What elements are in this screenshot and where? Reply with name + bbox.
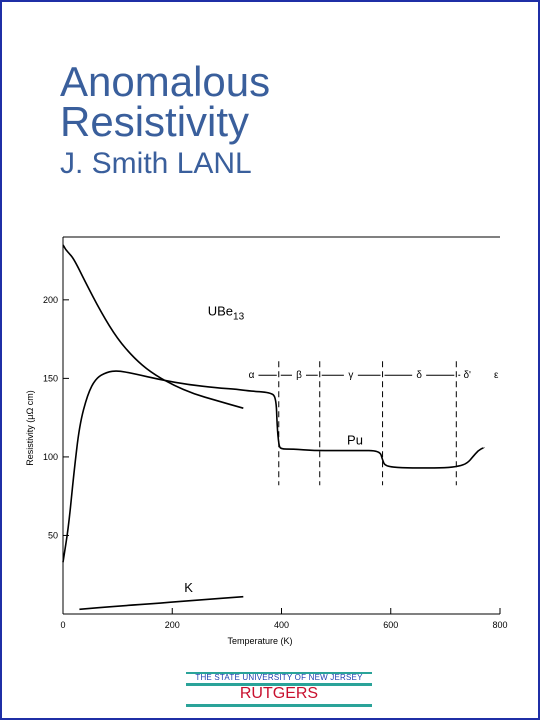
x-tick-label: 600 — [383, 620, 398, 630]
y-tick-label: 200 — [43, 295, 58, 305]
footer-university: THE STATE UNIVERSITY OF NEW JERSEY — [195, 673, 363, 682]
y-tick-label: 100 — [43, 452, 58, 462]
slide-title: Anomalous Resistivity — [60, 58, 271, 145]
y-tick-label: 50 — [48, 530, 58, 540]
series-label: K — [184, 580, 193, 595]
phase-label: α — [249, 370, 255, 381]
chart-series-labels: UBe13 Pu K — [184, 304, 363, 595]
phase-label: δ — [416, 370, 422, 381]
phase-label: β — [296, 370, 302, 381]
y-tick-label: 150 — [43, 373, 58, 383]
phase-boundaries: α β γ δ δ' ε — [249, 361, 499, 486]
series-line-ube13 — [62, 244, 244, 409]
footer-rule-top — [186, 672, 372, 678]
series-label: UBe13 — [208, 304, 245, 323]
chart-axes — [62, 236, 500, 615]
series-line-k — [79, 595, 244, 611]
chart-series — [62, 244, 485, 611]
y-axis-label: Resistivity (μΩ cm) — [25, 390, 35, 465]
phase-label: γ — [348, 370, 353, 381]
slide-subtitle: J. Smith LANL — [60, 147, 252, 180]
footer-rule-middle — [186, 683, 372, 686]
x-tick-label: 400 — [274, 620, 289, 630]
footer-rule-bottom — [186, 704, 372, 707]
x-tick-label: 200 — [165, 620, 180, 630]
chart-ticks: 0 200 400 600 800 50 100 150 200 — [43, 295, 508, 630]
title-line-2: Resistivity — [60, 98, 250, 145]
title-line-1: Anomalous — [60, 58, 271, 105]
phase-label: ε — [494, 370, 499, 381]
x-tick-label: 0 — [60, 620, 65, 630]
series-line-pu — [62, 370, 485, 563]
x-axis-label: Temperature (K) — [227, 636, 292, 646]
footer-brand: RUTGERS — [239, 685, 319, 702]
series-label: Pu — [347, 432, 363, 447]
x-tick-label: 800 — [492, 620, 507, 630]
phase-label: δ' — [463, 370, 471, 381]
